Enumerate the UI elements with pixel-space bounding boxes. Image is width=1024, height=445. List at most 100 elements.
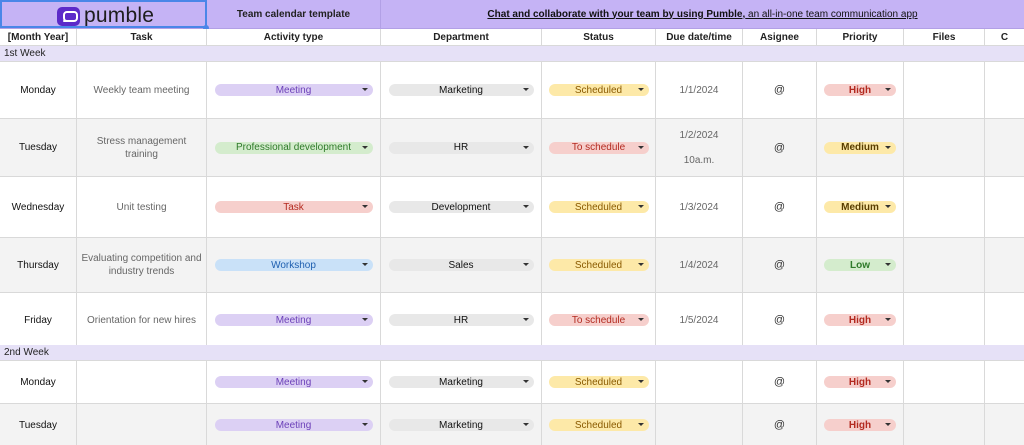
chevron-down-icon[interactable] [637,205,644,208]
department-dropdown[interactable]: Marketing [388,419,534,431]
chevron-down-icon[interactable] [522,423,529,426]
promo-link[interactable]: Chat and collaborate with your team by u… [487,8,746,20]
extra-cell[interactable] [985,404,1024,445]
task-cell[interactable]: Orientation for new hires [77,293,207,347]
status-dropdown[interactable]: Scheduled [548,419,649,431]
activity-cell[interactable]: Meeting [207,404,381,445]
task-cell[interactable]: Unit testing [77,177,207,237]
day-cell[interactable]: Friday [0,293,77,347]
priority-dropdown[interactable]: Medium [824,201,896,213]
chevron-down-icon[interactable] [522,205,529,208]
extra-cell[interactable] [985,238,1024,292]
header-assignee[interactable]: Asignee [743,29,817,45]
files-cell[interactable] [904,177,985,237]
files-cell[interactable] [904,238,985,292]
task-cell[interactable] [77,404,207,445]
activity-dropdown[interactable]: Task [214,201,373,213]
status-cell[interactable]: To schedule [542,293,656,347]
files-cell[interactable] [904,62,985,118]
header-due-date[interactable]: Due date/time [656,29,743,45]
promo-link-rest[interactable]: an all-in-one team communication app [745,8,918,20]
chevron-down-icon[interactable] [522,380,529,383]
task-cell[interactable]: Stress management training [77,119,207,176]
due-date-cell[interactable] [656,361,743,403]
chevron-down-icon[interactable] [522,88,529,91]
selection-handle[interactable] [203,25,209,31]
chevron-down-icon[interactable] [361,263,368,266]
chevron-down-icon[interactable] [885,205,891,208]
priority-dropdown[interactable]: High [824,84,896,96]
status-dropdown[interactable]: Scheduled [548,259,649,271]
promo-cell[interactable]: Chat and collaborate with your team by u… [381,0,1024,28]
activity-cell[interactable]: Workshop [207,238,381,292]
chevron-down-icon[interactable] [522,318,529,321]
chevron-down-icon[interactable] [522,263,529,266]
priority-cell[interactable]: Medium [817,119,904,176]
task-cell[interactable]: Weekly team meeting [77,62,207,118]
chevron-down-icon[interactable] [885,423,891,426]
due-date-cell[interactable]: 1/3/2024 [656,177,743,237]
extra-cell[interactable] [985,177,1024,237]
department-cell[interactable]: Development [381,177,542,237]
priority-cell[interactable]: High [817,293,904,347]
files-cell[interactable] [904,293,985,347]
chevron-down-icon[interactable] [885,263,891,266]
activity-dropdown[interactable]: Meeting [214,419,373,431]
week-label[interactable]: 2nd Week [4,347,49,358]
extra-cell[interactable] [985,361,1024,403]
chevron-down-icon[interactable] [885,88,891,91]
header-task[interactable]: Task [77,29,207,45]
chevron-down-icon[interactable] [637,145,644,149]
activity-cell[interactable]: Meeting [207,361,381,403]
chevron-down-icon[interactable] [885,380,891,383]
status-cell[interactable]: Scheduled [542,177,656,237]
priority-dropdown[interactable]: High [824,314,896,326]
status-cell[interactable]: Scheduled [542,404,656,445]
assignee-cell[interactable]: @ [743,119,817,176]
chevron-down-icon[interactable] [637,88,644,91]
header-extra[interactable]: C [1000,31,1009,43]
extra-cell[interactable] [985,293,1024,347]
priority-dropdown[interactable]: High [824,376,896,388]
task-cell[interactable]: Evaluating competition and industry tren… [77,238,207,292]
chevron-down-icon[interactable] [637,380,644,383]
status-cell[interactable]: Scheduled [542,361,656,403]
assignee-cell[interactable]: @ [743,293,817,347]
department-cell[interactable]: Sales [381,238,542,292]
assignee-cell[interactable]: @ [743,404,817,445]
header-priority[interactable]: Priority [817,29,904,45]
day-cell[interactable]: Wednesday [0,177,77,237]
priority-cell[interactable]: Medium [817,177,904,237]
day-cell[interactable]: Thursday [0,238,77,292]
header-month-year[interactable]: [Month Year] [0,29,77,45]
due-date-cell[interactable] [656,404,743,445]
header-activity-type[interactable]: Activity type [207,29,381,45]
header-files[interactable]: Files [904,29,985,45]
priority-cell[interactable]: High [817,62,904,118]
extra-cell[interactable] [985,119,1024,176]
status-cell[interactable]: Scheduled [542,62,656,118]
due-date-cell[interactable]: 1/2/2024 10a.m. [656,119,743,176]
priority-cell[interactable]: Low [817,238,904,292]
header-status[interactable]: Status [542,29,656,45]
priority-cell[interactable]: High [817,361,904,403]
chevron-down-icon[interactable] [361,145,368,149]
status-dropdown[interactable]: Scheduled [548,376,649,388]
week-label[interactable]: 1st Week [4,48,46,59]
chevron-down-icon[interactable] [637,263,644,266]
chevron-down-icon[interactable] [361,318,368,321]
status-dropdown[interactable]: To schedule [548,314,649,326]
files-cell[interactable] [904,119,985,176]
files-cell[interactable] [904,361,985,403]
status-dropdown[interactable]: Scheduled [548,84,649,96]
department-dropdown[interactable]: HR [388,314,534,326]
department-cell[interactable]: Marketing [381,361,542,403]
department-dropdown[interactable]: Development [388,201,534,213]
activity-dropdown[interactable]: Meeting [214,376,373,388]
chevron-down-icon[interactable] [637,318,644,321]
department-cell[interactable]: HR [381,293,542,347]
assignee-cell[interactable]: @ [743,177,817,237]
department-cell[interactable]: HR [381,119,542,176]
chevron-down-icon[interactable] [885,318,891,321]
status-cell[interactable]: To schedule [542,119,656,176]
